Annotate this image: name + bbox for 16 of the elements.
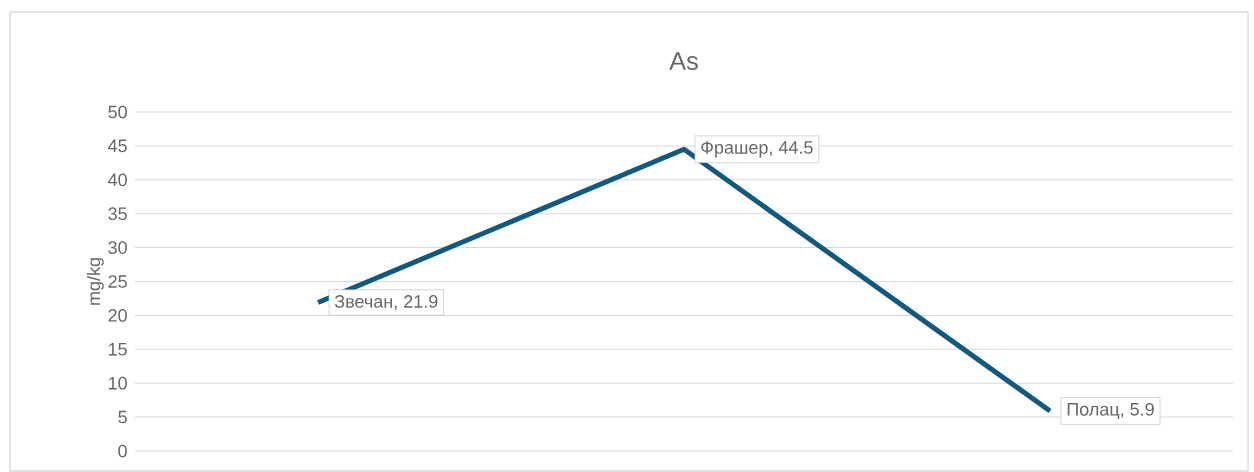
chart-title: As [669,52,698,70]
y-tick-label: 35 [108,207,127,221]
y-tick-label: 10 [108,376,127,390]
data-label: Звечан, 21.9 [334,295,438,310]
y-tick-label: 45 [108,139,127,153]
y-tick-label: 15 [108,343,127,356]
y-tick-label: 5 [118,410,127,424]
y-tick-label: 50 [108,105,127,119]
y-axis-title: mg/kg [87,258,104,305]
y-tick-label: 40 [108,173,127,187]
y-tick-label: 0 [118,444,127,458]
data-label: Полац, 5.9 [1067,402,1154,420]
y-tick-label: 25 [108,275,127,288]
y-tick-label: 30 [108,241,127,254]
data-label: Фрашер, 44.5 [701,141,813,158]
y-tick-label: 20 [108,309,127,322]
